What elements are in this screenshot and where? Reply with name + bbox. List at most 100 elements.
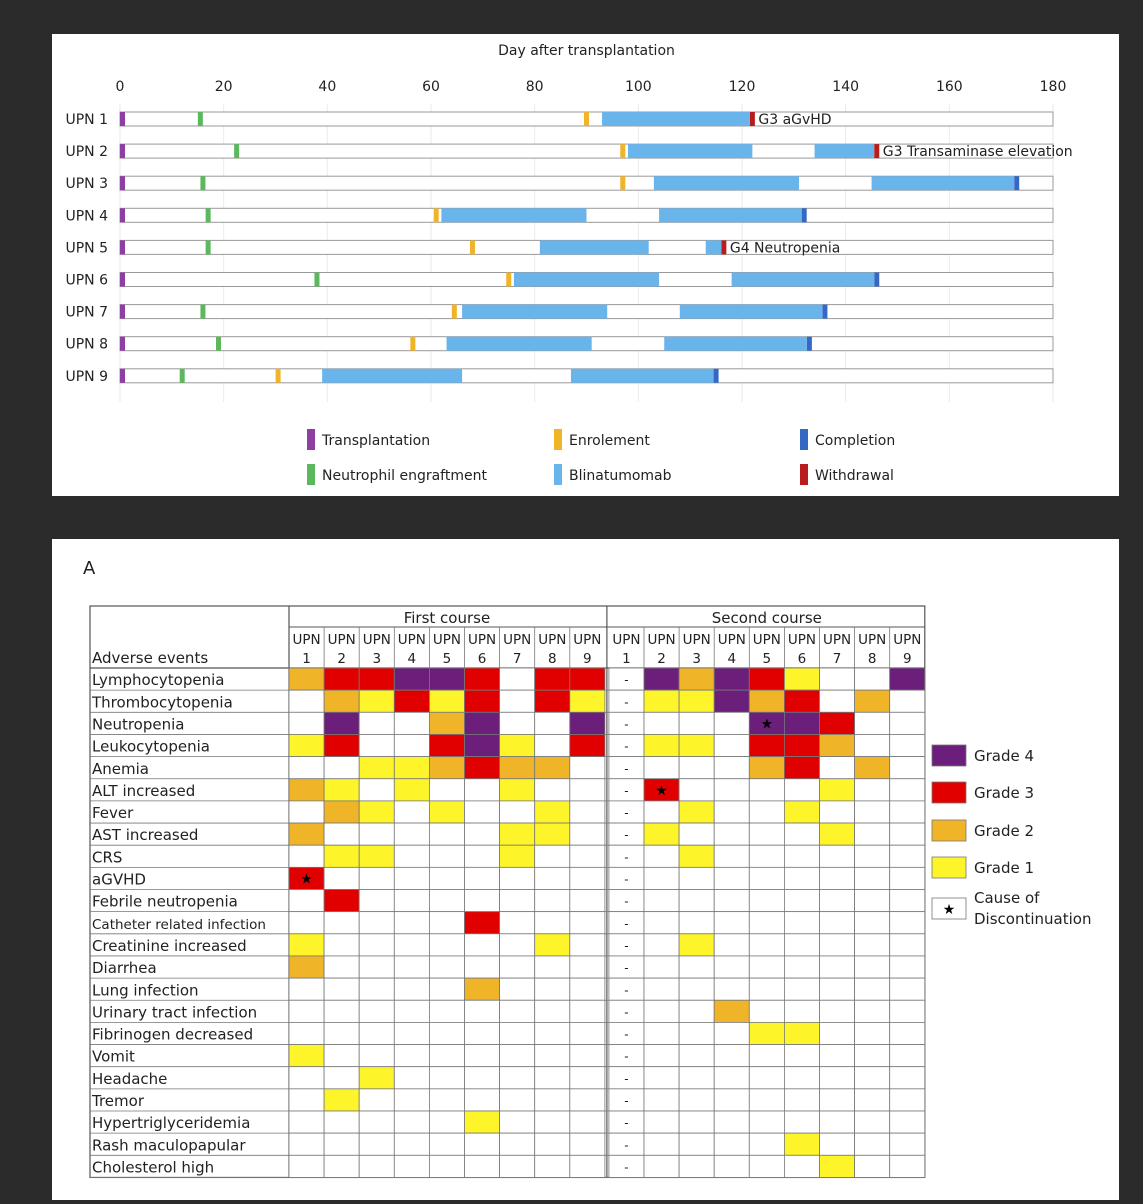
grade-cell [323,822,360,846]
grade-cell [713,778,750,802]
grade-cell [464,667,500,691]
grade-cell [464,756,500,780]
column-header-upn: UPN [683,632,711,648]
grade-cell [393,800,430,824]
grade-cell [643,756,680,780]
grade-cell [534,955,571,979]
grade-cell [464,1066,500,1090]
grade-cell [499,800,536,824]
grade-cell [569,911,606,935]
grade-cell [784,822,820,846]
grade-cell [358,955,395,979]
legend-label: Grade 3 [974,784,1034,802]
grade-cell [819,800,855,824]
completion-legend-swatch [800,429,808,450]
row-label: Vomit [92,1048,135,1066]
grade-cell [748,977,785,1001]
table-row: aGVHD - ★ [90,866,926,890]
grade-legend-swatch [931,781,967,804]
grade-cell [499,1154,536,1178]
grade-cell [393,1154,430,1178]
grade-cell [393,955,430,979]
table-row: Vomit - [90,1044,926,1068]
grade-cell [643,1110,680,1134]
grade-cell [889,911,926,935]
blinatumomab-bar [462,304,608,319]
transplantation-legend-swatch [307,429,315,450]
column-header-number: 4 [727,651,736,667]
grade-cell [643,711,680,735]
grade-cell [784,711,820,735]
grade-cell [819,999,855,1023]
grade-cell [748,1154,785,1178]
grade-cell [854,911,891,935]
grade-cell [713,889,750,913]
grade-cell [854,689,891,713]
grade-cell [569,756,606,780]
grade-cell [569,734,606,757]
timeline-row: UPN 5 G4 Neutropenia [65,239,1054,256]
blinatumomab-bar [679,304,823,319]
grade-cell [323,689,360,713]
column-header-number: 1 [302,651,311,667]
grade-cell [643,933,680,957]
row-label: Leukocytopenia [92,738,210,756]
x-tick-label: 60 [422,79,440,95]
grade-cell [288,667,325,691]
engraftment-marker [205,240,211,255]
grade-cell [819,756,855,780]
grade-cell [569,844,606,868]
grade-cell [678,822,715,846]
legend-label: Grade 2 [974,822,1034,840]
engraftment-legend-swatch [307,464,315,485]
enrolement-marker [451,304,457,319]
grade-cell [569,977,606,1001]
grade-cell [643,977,680,1001]
grade-cell [499,955,536,979]
grade-cell [499,1088,536,1112]
grade-cell [464,1021,500,1045]
grade-cell [784,778,820,802]
grade-cell [428,844,465,868]
row-label: Creatinine increased [92,937,247,955]
not-applicable-dash: - [624,717,628,731]
legend-item-grade-2: Grade 2 [931,819,1034,842]
table-row: Fever - [90,800,926,824]
column-header-number: 2 [657,651,666,667]
grade-cell [643,1088,680,1112]
grade-cell [464,711,500,735]
grade-cell [678,1154,715,1178]
grade-cell [358,800,395,824]
column-header-number: 9 [583,651,592,667]
grade-cell [713,1021,750,1045]
grade-cell [784,667,820,691]
engraftment-marker [215,336,221,351]
grade-cell [889,1132,926,1156]
table-row: CRS - [90,844,926,868]
grade-cell [358,1088,395,1112]
grade-cell [428,689,465,713]
grade-cell [889,800,926,824]
grade-cell [643,1154,680,1178]
grade-cell [464,734,500,757]
grade-cell [569,822,606,846]
blinatumomab-bar [871,176,1015,191]
row-label: Urinary tract infection [92,1003,257,1021]
grade-cell [784,734,820,757]
grade-cell [889,1110,926,1134]
grade-cell [323,711,360,735]
column-header-number: 8 [868,651,877,667]
grade-cell [784,1154,820,1178]
grade-cell [569,889,606,913]
grade-cell [323,1088,360,1112]
grade-cell [393,999,430,1023]
grade-cell [569,667,606,691]
grade-cell [393,667,430,691]
grade-cell [534,778,571,802]
grade-cell [393,1021,430,1045]
grade-cell [713,711,750,735]
grade-cell [358,667,395,691]
grade-cell [323,1154,360,1178]
grade-cell [428,1154,465,1178]
timeline-row: UPN 6 [65,272,1054,289]
